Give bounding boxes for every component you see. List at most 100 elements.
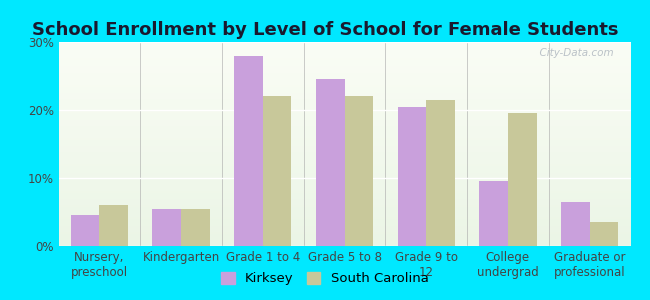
Bar bbox=[561, 202, 590, 246]
Bar bbox=[58, 56, 630, 58]
Bar bbox=[58, 232, 630, 234]
Bar bbox=[58, 140, 630, 142]
Bar bbox=[58, 119, 630, 122]
Bar bbox=[58, 189, 630, 191]
Bar bbox=[58, 134, 630, 136]
Bar bbox=[58, 195, 630, 197]
Bar bbox=[58, 228, 630, 230]
Bar bbox=[58, 152, 630, 154]
Bar bbox=[479, 182, 508, 246]
Bar bbox=[58, 70, 630, 73]
Bar bbox=[58, 144, 630, 146]
Bar bbox=[153, 208, 181, 246]
Bar bbox=[316, 80, 344, 246]
Bar bbox=[58, 218, 630, 220]
Bar bbox=[58, 77, 630, 79]
Bar bbox=[58, 211, 630, 213]
Bar bbox=[263, 96, 291, 246]
Bar bbox=[58, 44, 630, 46]
Legend: Kirksey, South Carolina: Kirksey, South Carolina bbox=[216, 266, 434, 290]
Bar bbox=[58, 150, 630, 152]
Bar bbox=[58, 54, 630, 56]
Bar bbox=[58, 191, 630, 193]
Bar bbox=[58, 156, 630, 158]
Bar bbox=[58, 81, 630, 83]
Text: City-Data.com: City-Data.com bbox=[533, 48, 614, 58]
Bar bbox=[58, 221, 630, 224]
Bar bbox=[58, 142, 630, 144]
Bar bbox=[58, 62, 630, 64]
Bar bbox=[58, 52, 630, 54]
Bar bbox=[58, 185, 630, 187]
Bar bbox=[58, 169, 630, 170]
Bar bbox=[58, 220, 630, 221]
Bar bbox=[58, 215, 630, 217]
Bar bbox=[58, 75, 630, 77]
Bar bbox=[58, 199, 630, 201]
Bar bbox=[58, 107, 630, 109]
Bar bbox=[58, 116, 630, 118]
Bar bbox=[58, 64, 630, 67]
Bar bbox=[58, 146, 630, 148]
Bar bbox=[58, 85, 630, 87]
Bar bbox=[58, 207, 630, 209]
Bar bbox=[58, 79, 630, 81]
Bar bbox=[58, 130, 630, 132]
Bar bbox=[508, 113, 536, 246]
Bar bbox=[58, 160, 630, 162]
Bar bbox=[58, 244, 630, 246]
Bar bbox=[58, 122, 630, 124]
Bar bbox=[58, 97, 630, 99]
Bar bbox=[58, 132, 630, 134]
Bar bbox=[58, 201, 630, 203]
Bar bbox=[58, 50, 630, 52]
Bar bbox=[58, 89, 630, 91]
Bar bbox=[58, 118, 630, 119]
Bar bbox=[58, 162, 630, 164]
Bar bbox=[58, 91, 630, 93]
Bar bbox=[58, 154, 630, 156]
Bar bbox=[58, 58, 630, 60]
Bar bbox=[58, 226, 630, 228]
Bar bbox=[58, 242, 630, 244]
Bar bbox=[344, 96, 373, 246]
Bar bbox=[58, 224, 630, 226]
Bar bbox=[58, 175, 630, 177]
Bar bbox=[58, 101, 630, 103]
Bar bbox=[590, 222, 618, 246]
Bar bbox=[58, 87, 630, 89]
Bar bbox=[58, 73, 630, 75]
Bar bbox=[58, 46, 630, 48]
Bar bbox=[58, 105, 630, 107]
Bar bbox=[58, 60, 630, 62]
Bar bbox=[58, 103, 630, 105]
Bar bbox=[181, 208, 210, 246]
Bar bbox=[58, 179, 630, 181]
Bar bbox=[58, 167, 630, 169]
Bar bbox=[58, 213, 630, 215]
Bar bbox=[426, 100, 455, 246]
Bar bbox=[58, 126, 630, 128]
Bar bbox=[58, 203, 630, 205]
Bar bbox=[99, 205, 128, 246]
Bar bbox=[58, 128, 630, 130]
Text: School Enrollment by Level of School for Female Students: School Enrollment by Level of School for… bbox=[32, 21, 618, 39]
Bar bbox=[58, 67, 630, 68]
Bar bbox=[234, 56, 263, 246]
Bar bbox=[58, 236, 630, 238]
Bar bbox=[58, 240, 630, 242]
Bar bbox=[58, 136, 630, 138]
Bar bbox=[58, 177, 630, 179]
Bar bbox=[58, 183, 630, 185]
Bar bbox=[58, 124, 630, 126]
Bar bbox=[58, 113, 630, 116]
Bar bbox=[58, 138, 630, 140]
Bar bbox=[58, 170, 630, 172]
Bar bbox=[58, 197, 630, 199]
Bar bbox=[58, 181, 630, 183]
Bar bbox=[58, 238, 630, 240]
Bar bbox=[71, 215, 99, 246]
Bar bbox=[58, 230, 630, 232]
Bar bbox=[398, 106, 426, 246]
Bar bbox=[58, 209, 630, 211]
